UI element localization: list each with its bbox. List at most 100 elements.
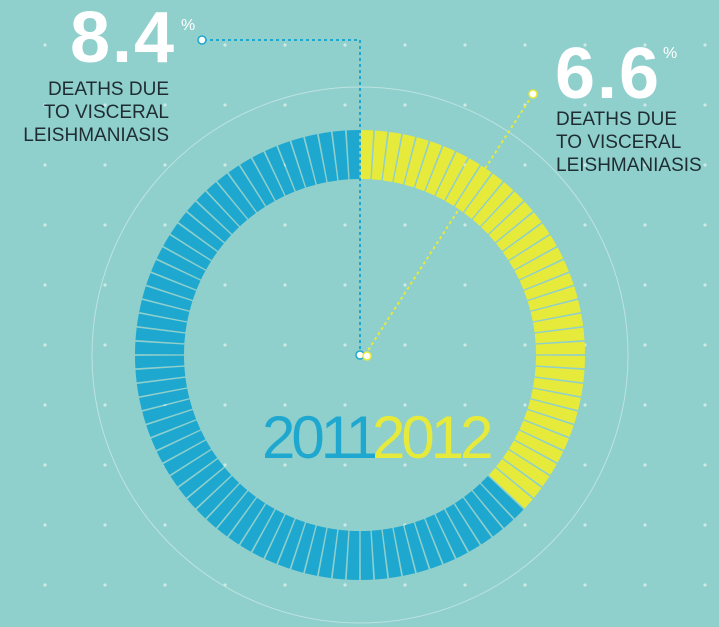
- ring-segment: [415, 518, 443, 569]
- grid-dot: [43, 523, 47, 527]
- ring-segment: [360, 130, 374, 180]
- ring-segment: [393, 525, 416, 576]
- ring-segment: [502, 223, 550, 261]
- caption-2011-line-3: LEISHMANIASIS: [23, 125, 169, 146]
- grid-dot: [463, 103, 467, 107]
- ring-segment: [291, 522, 316, 573]
- ring-segment: [163, 440, 212, 475]
- ring-segment: [206, 483, 248, 528]
- ring-segment: [533, 313, 584, 333]
- caption-2012-line-2: TO VISCERAL: [556, 132, 682, 153]
- ring-segment: [425, 514, 456, 564]
- ring-segment: [534, 327, 585, 344]
- grid-dot: [403, 43, 407, 47]
- ring-segment: [382, 528, 402, 579]
- ring-segment: [187, 201, 232, 243]
- grid-dot: [703, 283, 707, 287]
- ring-segment: [527, 399, 578, 424]
- dot-grid: [43, 43, 707, 587]
- ring-segment: [196, 191, 240, 235]
- ring-segment: [523, 410, 574, 438]
- grid-dot: [403, 583, 407, 587]
- grid-dot: [703, 163, 707, 167]
- caption-2011: DEATHS DUE TO VISCERAL LEISHMANIASIS: [9, 78, 169, 147]
- percent-sign-2011: %: [181, 17, 196, 34]
- value-2012: 6.6: [555, 34, 662, 114]
- grid-dot: [703, 343, 707, 347]
- ring-segment: [463, 173, 503, 219]
- ring-segment: [463, 491, 503, 537]
- ring-segment: [291, 137, 316, 188]
- year-label-2011: 2011: [262, 404, 379, 471]
- grid-dot: [703, 463, 707, 467]
- grid-dot: [643, 403, 647, 407]
- grid-dot: [583, 403, 587, 407]
- ring-segment: [135, 341, 185, 355]
- grid-dot: [283, 283, 287, 287]
- ring-segment: [472, 182, 514, 227]
- ring-segment: [217, 491, 257, 537]
- ring-segment: [304, 525, 327, 576]
- ring-segment: [535, 355, 585, 369]
- ring-segment: [535, 341, 585, 355]
- ring-segment: [146, 410, 197, 438]
- ring-segment: [332, 529, 349, 580]
- grid-dot: [103, 283, 107, 287]
- grid-dot: [403, 103, 407, 107]
- ring-segment: [496, 458, 542, 498]
- ring-segment: [264, 146, 295, 196]
- grid-dot: [583, 43, 587, 47]
- ring-segment: [514, 247, 564, 280]
- grid-dot: [343, 463, 347, 467]
- ring-segment: [135, 327, 186, 344]
- ring-segment: [445, 503, 480, 552]
- ring-segment: [404, 137, 429, 188]
- grid-dot: [283, 343, 287, 347]
- grid-dot: [403, 283, 407, 287]
- grid-dot: [463, 583, 467, 587]
- grid-dot: [103, 523, 107, 527]
- ring-segment: [151, 259, 201, 290]
- grid-dot: [103, 463, 107, 467]
- ring-segment: [346, 530, 360, 580]
- grid-dot: [403, 463, 407, 467]
- grid-dot: [403, 403, 407, 407]
- ring-segment: [371, 130, 388, 181]
- grid-dot: [463, 283, 467, 287]
- grid-dot: [463, 463, 467, 467]
- grid-dot: [223, 283, 227, 287]
- ring-segment: [142, 286, 193, 311]
- ring-segment: [135, 366, 186, 383]
- ring-segments: [135, 130, 585, 580]
- grid-dot: [523, 343, 527, 347]
- grid-dot: [43, 583, 47, 587]
- ring-segment: [318, 528, 338, 579]
- ring-segment: [346, 130, 360, 180]
- ring-segment: [425, 146, 456, 196]
- caption-2012-line-1: DEATHS DUE: [556, 109, 678, 130]
- ring-segment: [404, 522, 429, 573]
- ring-segment: [196, 475, 240, 519]
- ring-segment: [534, 366, 585, 383]
- connector-dot-2012: [528, 89, 538, 99]
- grid-dot: [223, 163, 227, 167]
- grid-dot: [643, 283, 647, 287]
- grid-dot: [343, 403, 347, 407]
- grid-dot: [703, 523, 707, 527]
- percent-sign-2012: %: [663, 45, 678, 62]
- ring-segment: [519, 259, 569, 290]
- connector-dot-2011: [197, 35, 207, 45]
- ring-segment: [480, 475, 524, 519]
- grid-dot: [463, 343, 467, 347]
- ring-segment: [228, 497, 266, 545]
- ring-segment: [136, 313, 187, 333]
- grid-dot: [703, 43, 707, 47]
- grid-dot: [703, 103, 707, 107]
- grid-dot: [103, 583, 107, 587]
- grid-dot: [703, 223, 707, 227]
- ring-segment: [206, 182, 248, 227]
- ring-segment: [252, 509, 285, 559]
- ring-segment: [454, 497, 492, 545]
